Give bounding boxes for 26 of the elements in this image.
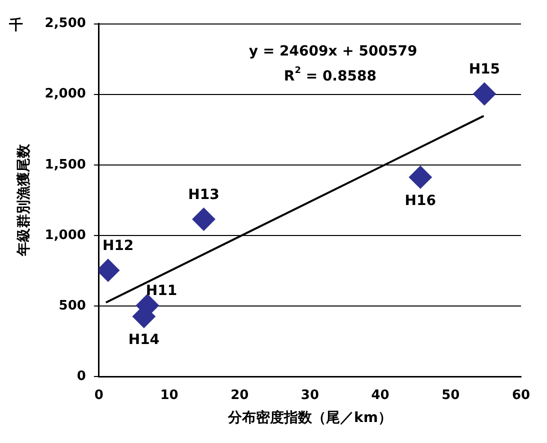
x-axis-title: 分布密度指数（尾／km） <box>227 409 392 426</box>
annotation: H14 <box>128 332 160 348</box>
x-tick-label: 60 <box>512 388 530 403</box>
x-tick-label: 40 <box>371 388 390 403</box>
x-tick-label: 50 <box>442 388 460 403</box>
point <box>472 82 496 106</box>
x-tick-label: 20 <box>230 388 249 403</box>
annotation: H11 <box>146 283 178 300</box>
y-axis-title: 年級群別漁獲尾数 <box>16 143 32 258</box>
annotation: H13 <box>188 186 220 203</box>
point <box>408 166 432 189</box>
y-tick-label: 2,000 <box>44 86 86 102</box>
text: 千 <box>8 16 23 34</box>
point <box>192 208 216 231</box>
y-tick-label: 0 <box>76 368 86 384</box>
annotation: H12 <box>102 238 134 254</box>
y-tick-label: 1,500 <box>44 157 86 172</box>
x-tick-label: 10 <box>160 388 178 403</box>
x-tick-label: 30 <box>300 388 320 403</box>
y-tick-label: 1,000 <box>44 228 86 243</box>
y-tick-label: 500 <box>58 298 86 314</box>
annotation: H16 <box>404 192 436 209</box>
annotation: H15 <box>468 62 500 78</box>
x-tick-label: 0 <box>94 388 104 403</box>
annotation: y = 24609x + 500579 <box>248 43 418 60</box>
y-tick-label: 2,500 <box>44 16 86 32</box>
